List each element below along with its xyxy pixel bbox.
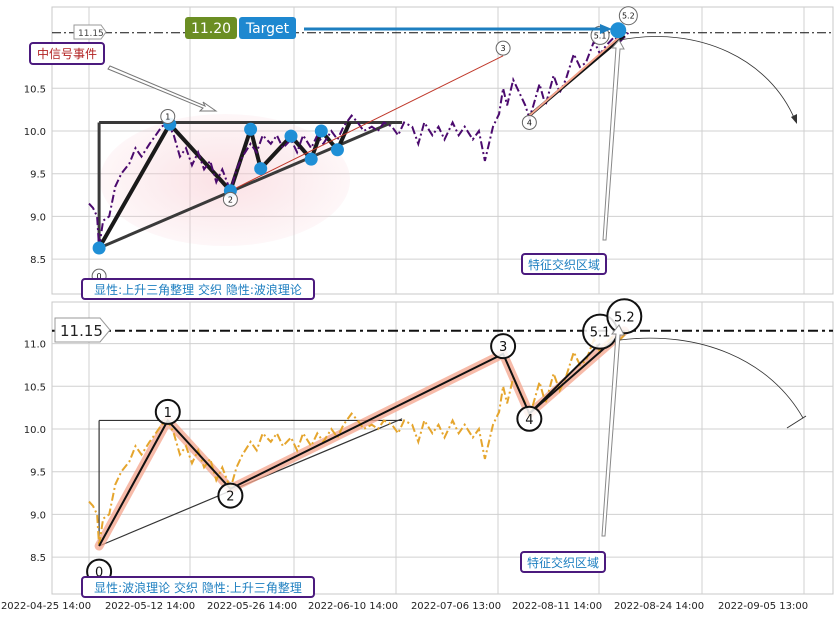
triangle-point-marker xyxy=(254,162,268,176)
wave-label: 1 xyxy=(160,108,176,124)
wave-label-text: 1 xyxy=(164,406,172,421)
top-panel: 8.5 9.0 9.5 10.0 10.5 0 1 2 3 4 5.1 5.2 xyxy=(24,6,834,295)
bottom-wave-4-5-a xyxy=(528,342,601,415)
top-ref-value: 11.15 xyxy=(78,29,104,39)
bottom-y-ticks: 8.5 9.0 9.5 10.0 10.5 11.0 xyxy=(24,340,46,564)
y-tick-label: 9.0 xyxy=(30,212,46,223)
x-tick-label: 2022-05-26 14:00 xyxy=(207,601,297,612)
top-wave-4-5-glow xyxy=(528,32,625,117)
pattern-highlight-ellipse xyxy=(100,114,350,246)
bottom-pattern-label: 显性:波浪理论 交织 隐性:上升三角整理 xyxy=(81,576,315,598)
top-zone-text: 特征交织区域 xyxy=(528,257,600,272)
wave-label: 5.2 xyxy=(618,6,638,26)
bottom-plot-area xyxy=(51,301,834,595)
x-tick-label: 2022-07-06 13:00 xyxy=(411,601,501,612)
wave-label-text: 1 xyxy=(165,112,170,121)
event-arrow xyxy=(107,65,218,112)
wave-label-text: 2 xyxy=(226,490,234,505)
triangle-point-marker xyxy=(330,143,344,157)
wave-label-text: 4 xyxy=(525,413,533,428)
y-tick-label: 10.5 xyxy=(24,84,46,95)
top-pattern-label: 显性:上升三角整理 交织 隐性:波浪理论 xyxy=(81,278,315,300)
y-tick-label: 8.5 xyxy=(30,553,46,564)
x-tick-label: 2022-06-10 14:00 xyxy=(308,601,398,612)
bottom-reference-label: 11.15 xyxy=(54,317,111,343)
wave-label-text: 5.2 xyxy=(622,12,635,21)
y-tick-label: 11.0 xyxy=(24,340,46,351)
target-arrow-head xyxy=(600,24,612,34)
bottom-overlay xyxy=(528,342,601,415)
target-marker xyxy=(610,22,627,39)
bottom-zone-arrow xyxy=(601,324,625,537)
price-badge-text: 11.20 xyxy=(191,21,231,37)
triangle-point-marker xyxy=(92,241,106,255)
wave-label-text: 5.1 xyxy=(590,326,611,341)
y-tick-label: 9.5 xyxy=(30,170,46,181)
triangle-point-marker xyxy=(304,152,318,166)
target-badge-text: Target xyxy=(245,21,290,37)
x-tick-label: 2022-08-24 14:00 xyxy=(614,601,704,612)
x-tick-label: 2022-08-11 14:00 xyxy=(512,601,602,612)
wave-label: 4 xyxy=(516,405,543,432)
top-projection-arrowhead xyxy=(791,114,797,124)
bottom-projection-bar xyxy=(786,415,807,429)
top-y-ticks: 8.5 9.0 9.5 10.0 10.5 xyxy=(24,84,46,266)
wave-label-text: 0 xyxy=(97,272,102,281)
x-axis-ticks: 2022-04-25 14:00 2022-05-12 14:00 2022-05-… xyxy=(1,601,808,612)
y-tick-label: 10.5 xyxy=(24,382,46,393)
wave-label-text: 3 xyxy=(499,340,507,355)
wave-label: 5.2 xyxy=(606,298,643,335)
wave-label-text: 2 xyxy=(228,195,233,204)
bottom-zone-text: 特征交织区域 xyxy=(527,555,599,570)
wave-label: 4 xyxy=(521,114,537,130)
y-tick-label: 9.0 xyxy=(30,510,46,521)
top-reference-label: 11.15 xyxy=(73,24,107,40)
event-label: 中信号事件 xyxy=(29,42,105,65)
wave-label-text: 5.2 xyxy=(614,310,635,325)
triangle-point-marker xyxy=(314,124,328,138)
top-zone-label: 特征交织区域 xyxy=(521,253,607,275)
wave-label-text: 5.1 xyxy=(594,31,607,40)
wave-label: 3 xyxy=(495,40,511,56)
bottom-grid xyxy=(52,302,833,594)
y-tick-label: 10.0 xyxy=(24,425,46,436)
event-label-text: 中信号事件 xyxy=(37,46,97,61)
top-overlay xyxy=(230,32,626,192)
top-pattern-text: 显性:上升三角整理 交织 隐性:波浪理论 xyxy=(94,282,302,297)
top-wave-2-3 xyxy=(230,55,504,192)
wave-label: 1 xyxy=(154,398,181,425)
wave-label: 3 xyxy=(490,333,517,360)
top-projection-arc xyxy=(619,36,796,121)
y-tick-label: 9.5 xyxy=(30,468,46,479)
wave-label-text: 0 xyxy=(95,566,103,581)
bottom-wave-labels: 0 1 2 3 4 5.15.2 xyxy=(86,298,643,585)
bottom-ref-value: 11.15 xyxy=(60,322,103,340)
triangle-point-marker xyxy=(244,122,258,136)
target-badge: Target xyxy=(239,17,296,39)
triangle-support-line xyxy=(98,121,393,250)
top-zone-arrow xyxy=(602,39,625,241)
x-tick-label: 2022-09-05 13:00 xyxy=(718,601,808,612)
price-badge: 11.20 xyxy=(185,17,237,39)
bottom-zone-label: 特征交织区域 xyxy=(520,551,606,573)
y-tick-label: 8.5 xyxy=(30,255,46,266)
x-tick-label: 2022-04-25 14:00 xyxy=(1,601,91,612)
wave-label-text: 3 xyxy=(501,44,506,53)
bottom-panel: 8.5 9.0 9.5 10.0 10.5 11.0 0 1 2 3 4 5.15.2 xyxy=(24,298,834,595)
bottom-pattern-text: 显性:波浪理论 交织 隐性:上升三角整理 xyxy=(94,580,302,595)
triangle-point-marker xyxy=(284,129,298,143)
wave-label: 2 xyxy=(217,482,244,509)
wave-label-text: 4 xyxy=(527,118,532,127)
y-tick-label: 10.0 xyxy=(24,127,46,138)
wave-label: 2 xyxy=(222,191,238,207)
bottom-projection-arc xyxy=(619,337,804,419)
bottom-wave-path xyxy=(98,330,625,547)
x-tick-label: 2022-05-12 14:00 xyxy=(105,601,195,612)
